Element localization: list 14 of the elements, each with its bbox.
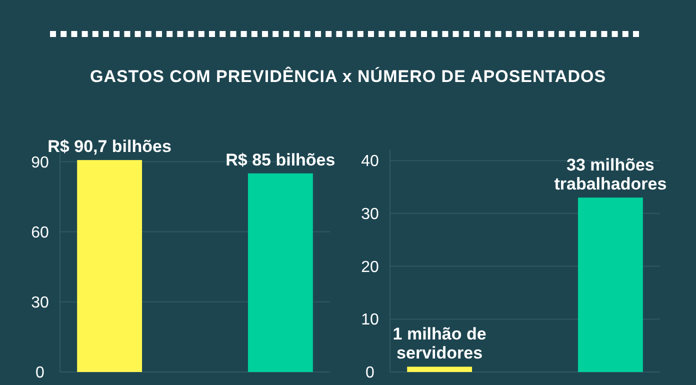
y-tick-label: 90 [31,154,49,172]
y-tick-label: 0 [36,364,45,382]
y-tick-label: 30 [31,294,49,312]
y-tick-label: 30 [361,206,379,224]
chart-title: GASTOS COM PREVIDÊNCIA x NÚMERO DE APOSENTADOS [90,66,606,86]
y-tick-label: 60 [31,224,49,242]
y-tick-label: 0 [366,364,375,382]
y-tick-label: 10 [361,312,379,329]
data-label: R$ 85 bilhões [226,150,336,170]
y-tick-label: 20 [361,258,379,276]
data-label: 33 milhões trabalhadores [554,156,667,194]
data-label: 1 milhão de servidores [392,324,486,363]
y-tick-label: 40 [361,153,379,170]
data-label: R$ 90,7 bilhões [48,137,172,156]
